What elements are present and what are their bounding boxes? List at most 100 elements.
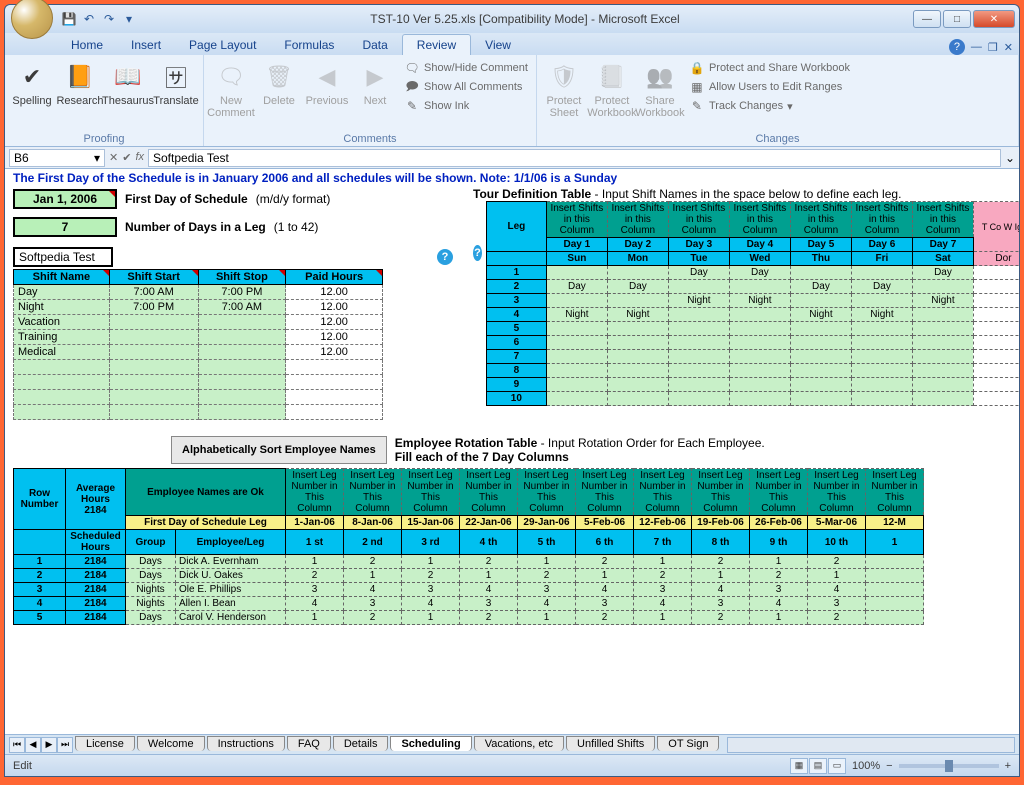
shift-cell[interactable] xyxy=(109,330,198,345)
zoom-in-icon[interactable]: + xyxy=(1005,760,1011,772)
emp-leg-cell[interactable]: 2 xyxy=(692,555,750,569)
emp-leg-cell[interactable]: 4 xyxy=(750,597,808,611)
tour-cell[interactable] xyxy=(546,378,607,392)
tour-cell[interactable]: Night xyxy=(668,294,729,308)
tab-view[interactable]: View xyxy=(471,35,525,55)
tour-cell[interactable] xyxy=(851,350,912,364)
tour-cell[interactable] xyxy=(729,392,790,406)
emp-leg-cell[interactable]: 2 xyxy=(344,611,402,625)
emp-leg-cell[interactable]: 1 xyxy=(692,569,750,583)
emp-group[interactable]: Days xyxy=(126,569,176,583)
tour-cell[interactable] xyxy=(668,280,729,294)
sheet-tab[interactable]: OT Sign xyxy=(657,736,719,751)
tour-cell[interactable] xyxy=(668,336,729,350)
help-badge-icon[interactable]: ? xyxy=(437,249,453,265)
emp-leg-cell[interactable]: 1 xyxy=(460,569,518,583)
tour-cell[interactable]: Night xyxy=(790,308,851,322)
mdi-minimize[interactable]: — xyxy=(971,41,982,53)
shift-cell[interactable]: 7:00 PM xyxy=(109,300,198,315)
zoom-level[interactable]: 100% xyxy=(852,760,880,772)
page-layout-icon[interactable]: ▤ xyxy=(809,758,827,774)
tour-cell[interactable]: Day xyxy=(851,280,912,294)
next-sheet-icon[interactable]: ▶ xyxy=(41,737,57,753)
tour-cell[interactable] xyxy=(851,364,912,378)
translate-button[interactable]: 🈂Translate xyxy=(153,57,199,107)
tour-cell[interactable] xyxy=(912,364,973,378)
tour-cell[interactable] xyxy=(668,322,729,336)
thesaurus-button[interactable]: 📖Thesaurus xyxy=(105,57,151,107)
tour-cell[interactable] xyxy=(607,336,668,350)
expand-formula-icon[interactable]: ⌄ xyxy=(1005,151,1015,165)
emp-leg-cell[interactable]: 1 xyxy=(576,569,634,583)
shift-cell[interactable] xyxy=(198,345,286,360)
emp-leg-cell[interactable]: 4 xyxy=(634,597,692,611)
tab-page-layout[interactable]: Page Layout xyxy=(175,35,270,55)
mdi-restore[interactable]: ❐ xyxy=(988,41,998,54)
tour-cell[interactable] xyxy=(851,322,912,336)
tab-insert[interactable]: Insert xyxy=(117,35,175,55)
emp-leg-cell[interactable]: 4 xyxy=(692,583,750,597)
prev-sheet-icon[interactable]: ◀ xyxy=(25,737,41,753)
tour-cell[interactable] xyxy=(668,378,729,392)
emp-group[interactable]: Days xyxy=(126,555,176,569)
first-day-input[interactable]: Jan 1, 2006 xyxy=(13,189,117,209)
test-name-cell[interactable]: Softpedia Test xyxy=(13,247,113,267)
sort-button[interactable]: Alphabetically Sort Employee Names xyxy=(171,436,387,464)
horizontal-scrollbar[interactable] xyxy=(727,737,1015,753)
shift-cell[interactable] xyxy=(109,345,198,360)
tour-cell[interactable] xyxy=(607,364,668,378)
tour-cell[interactable] xyxy=(668,308,729,322)
sheet-tab[interactable]: Instructions xyxy=(207,736,285,751)
emp-leg-cell[interactable]: 2 xyxy=(344,555,402,569)
tour-cell[interactable] xyxy=(546,294,607,308)
mdi-close[interactable]: ✕ xyxy=(1004,41,1013,54)
tour-cell[interactable] xyxy=(607,294,668,308)
tour-cell[interactable] xyxy=(790,322,851,336)
days-leg-input[interactable]: 7 xyxy=(13,217,117,237)
minimize-button[interactable]: — xyxy=(913,10,941,28)
emp-leg-cell[interactable]: 3 xyxy=(808,597,866,611)
emp-leg-cell[interactable]: 4 xyxy=(808,583,866,597)
tour-cell[interactable] xyxy=(546,350,607,364)
tab-formulas[interactable]: Formulas xyxy=(270,35,348,55)
emp-leg-cell[interactable]: 1 xyxy=(402,555,460,569)
emp-leg-cell[interactable]: 3 xyxy=(460,597,518,611)
tour-cell[interactable] xyxy=(851,392,912,406)
sheet-tab[interactable]: License xyxy=(75,736,135,751)
emp-leg-cell[interactable]: 1 xyxy=(750,555,808,569)
tour-cell[interactable]: Day xyxy=(546,280,607,294)
tour-cell[interactable] xyxy=(668,364,729,378)
emp-leg-cell[interactable]: 2 xyxy=(518,569,576,583)
tour-cell[interactable]: Night xyxy=(912,294,973,308)
formula-input[interactable]: Softpedia Test xyxy=(148,149,1001,167)
tour-cell[interactable]: Day xyxy=(912,266,973,280)
sheet-tab[interactable]: Vacations, etc xyxy=(474,736,564,751)
tour-cell[interactable] xyxy=(668,350,729,364)
tour-cell[interactable] xyxy=(607,322,668,336)
tour-cell[interactable] xyxy=(546,364,607,378)
tour-cell[interactable] xyxy=(912,280,973,294)
tab-data[interactable]: Data xyxy=(348,35,401,55)
save-icon[interactable]: 💾 xyxy=(61,11,77,27)
name-box[interactable]: B6▾ xyxy=(9,149,105,167)
tour-cell[interactable] xyxy=(607,350,668,364)
emp-leg-cell[interactable]: 2 xyxy=(286,569,344,583)
emp-leg-cell[interactable]: 4 xyxy=(576,583,634,597)
shift-cell[interactable] xyxy=(198,330,286,345)
tour-cell[interactable] xyxy=(790,392,851,406)
tab-home[interactable]: Home xyxy=(57,35,117,55)
emp-leg-cell[interactable]: 1 xyxy=(286,555,344,569)
tour-cell[interactable] xyxy=(912,322,973,336)
shift-cell[interactable]: Vacation xyxy=(14,315,110,330)
emp-name[interactable]: Ole E. Phillips xyxy=(176,583,286,597)
emp-leg-cell[interactable]: 1 xyxy=(518,611,576,625)
enter-formula-icon[interactable]: ✔ xyxy=(122,151,131,164)
shift-cell[interactable] xyxy=(198,315,286,330)
tour-cell[interactable] xyxy=(790,266,851,280)
tour-cell[interactable] xyxy=(851,336,912,350)
first-sheet-icon[interactable]: ⏮ xyxy=(9,737,25,753)
page-break-icon[interactable]: ▭ xyxy=(828,758,846,774)
shift-cell[interactable]: 7:00 AM xyxy=(198,300,286,315)
tour-cell[interactable] xyxy=(851,266,912,280)
emp-leg-cell[interactable]: 4 xyxy=(344,583,402,597)
